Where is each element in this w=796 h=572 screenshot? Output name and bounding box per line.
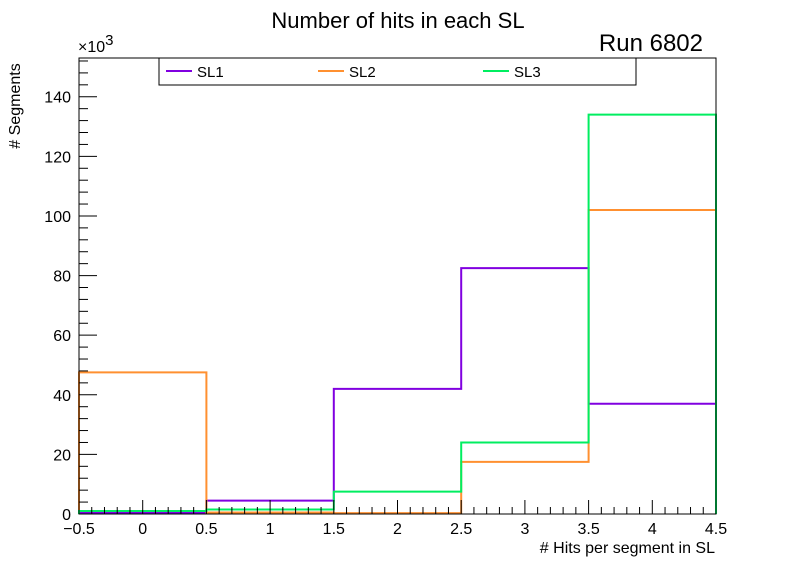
x-tick-label: 3.5	[577, 521, 599, 538]
legend-label-sl2: SL2	[349, 64, 376, 81]
legend-box	[158, 57, 637, 86]
y-multiplier-base: ×10	[78, 39, 105, 56]
x-tick-label: 3	[520, 521, 529, 538]
x-tick-label: 2	[393, 521, 402, 538]
y-tick-label: 120	[44, 149, 71, 166]
legend: SL1 SL2 SL3	[158, 57, 637, 86]
y-tick-label: 100	[44, 209, 71, 226]
legend-items: SL1 SL2 SL3	[166, 64, 541, 81]
x-tick-label: 4	[648, 521, 657, 538]
y-multiplier-exponent: 3	[105, 32, 113, 49]
x-tick-label: 2.5	[450, 521, 472, 538]
y-axis-label: # Segments	[7, 63, 24, 148]
y-tick-label: 40	[53, 388, 71, 405]
x-tick-label: 1	[266, 521, 275, 538]
series-sl3-line	[78, 113, 717, 514]
y-tick-label: 0	[62, 507, 71, 524]
x-tick-label: 0.5	[195, 521, 217, 538]
chart-title: Number of hits in each SL	[271, 8, 524, 33]
y-multiplier: ×103	[78, 32, 113, 56]
y-tick-label: 60	[53, 328, 71, 345]
x-axis-label: # Hits per segment in SL	[540, 540, 715, 557]
x-tick-label: 1.5	[323, 521, 345, 538]
series-sl1-line	[78, 267, 717, 514]
y-tick-label: 140	[44, 90, 71, 107]
y-tick-label: 20	[53, 447, 71, 464]
x-tick-label: 0	[138, 521, 147, 538]
x-tick-label: −0.5	[63, 521, 95, 538]
run-annotation: Run 6802	[599, 30, 703, 57]
legend-label-sl3: SL3	[514, 64, 541, 81]
x-tick-label: 4.5	[705, 521, 727, 538]
legend-label-sl1: SL1	[197, 64, 224, 81]
y-tick-label: 80	[53, 269, 71, 286]
